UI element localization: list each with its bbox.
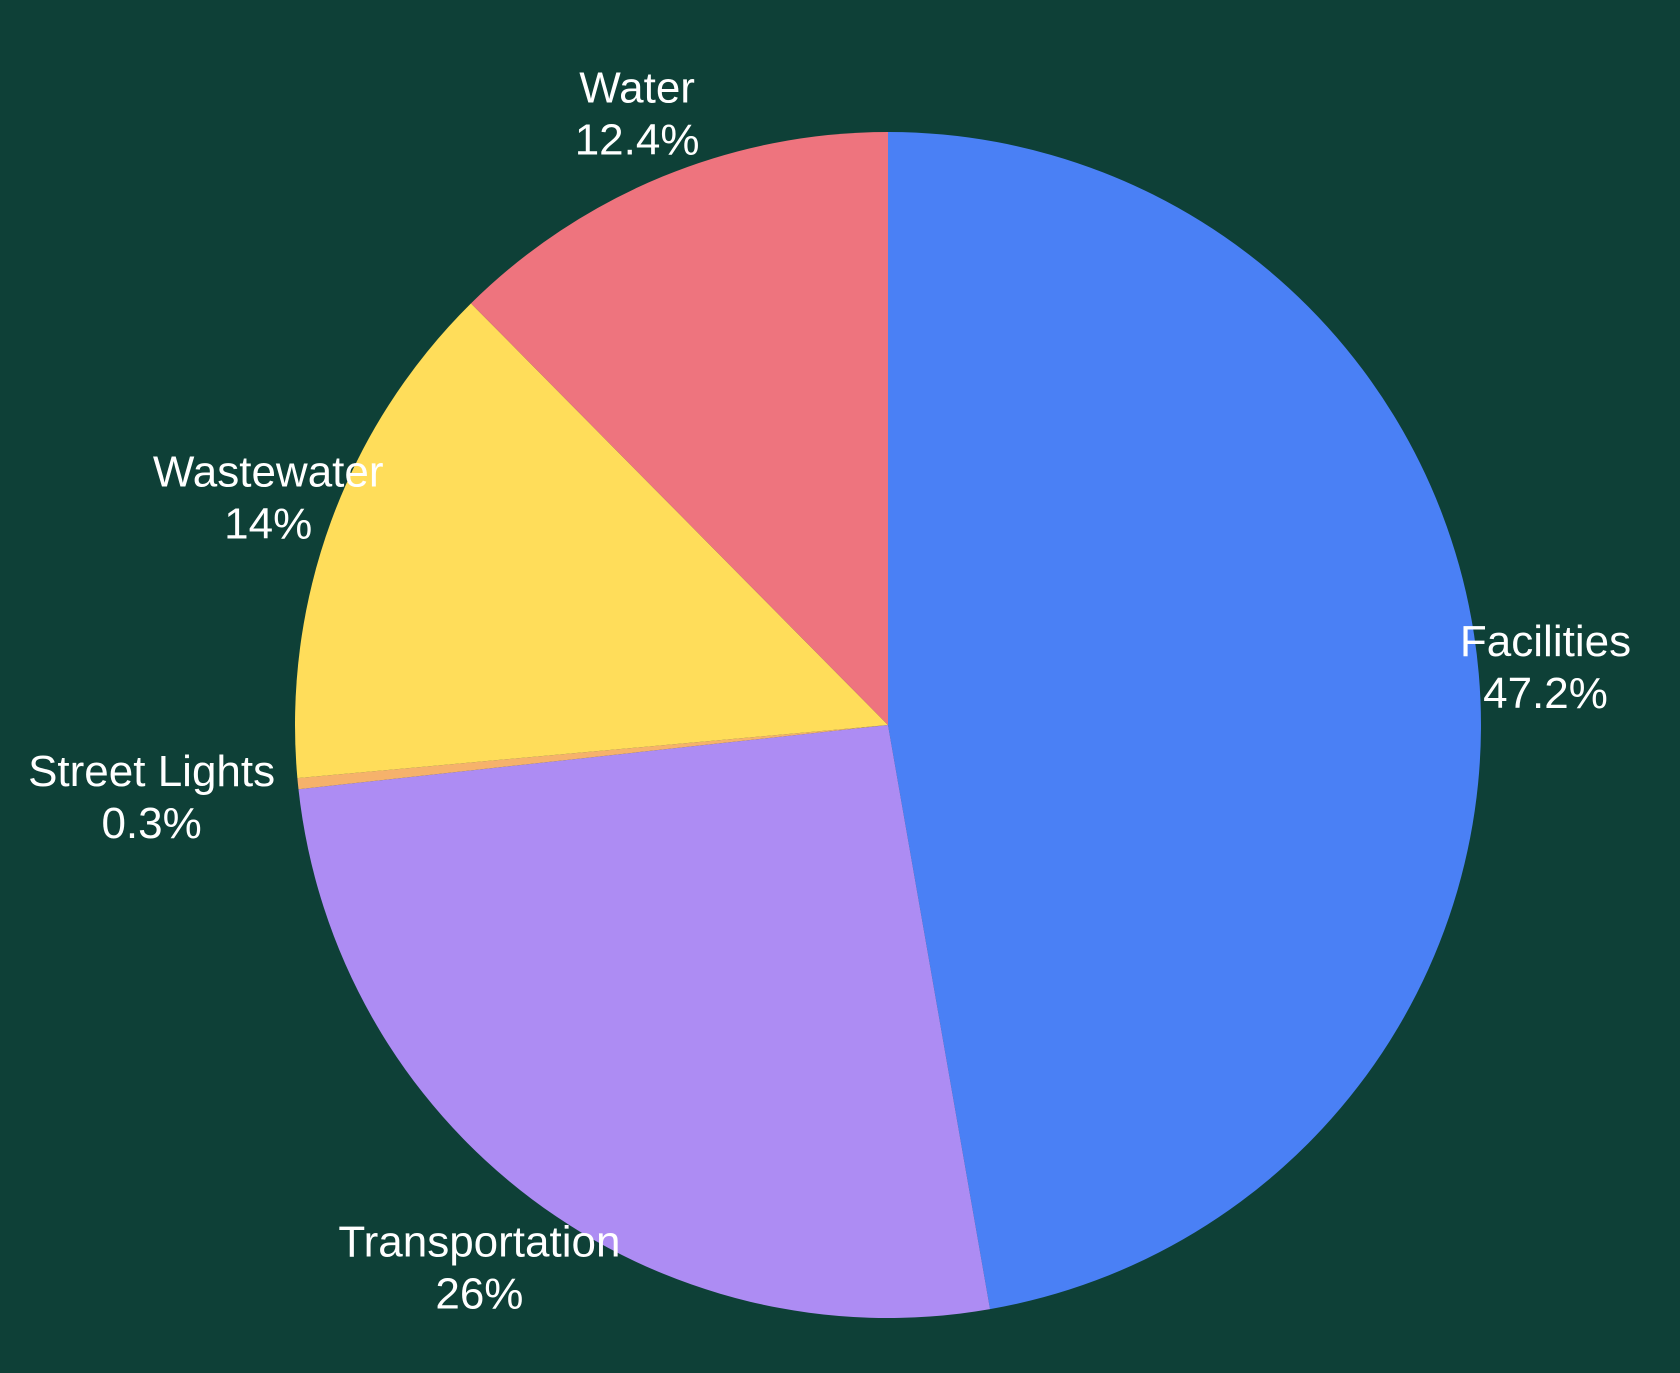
pie-slices [294,132,1481,1318]
slice-label-name-wastewater: Wastewater [153,447,384,496]
slice-label-name-transportation: Transportation [338,1218,620,1267]
slice-label-value-facilities: 47.2% [1483,669,1608,718]
slice-label-value-water: 12.4% [575,116,700,165]
slice-label-name-water: Water [579,64,695,113]
slice-label-name-street-lights: Street Lights [28,747,275,796]
pie-slice-street-lights [297,725,888,790]
pie-slice-wastewater [294,303,889,779]
slice-label-value-wastewater: 14% [224,499,312,548]
slice-label-value-transportation: 26% [435,1270,523,1319]
pie-slice-facilities [888,132,1481,1310]
pie-slice-water [471,132,888,725]
slice-label-name-facilities: Facilities [1460,617,1631,666]
pie-slice-transportation [298,725,991,1318]
slice-label-value-street-lights: 0.3% [101,799,201,848]
